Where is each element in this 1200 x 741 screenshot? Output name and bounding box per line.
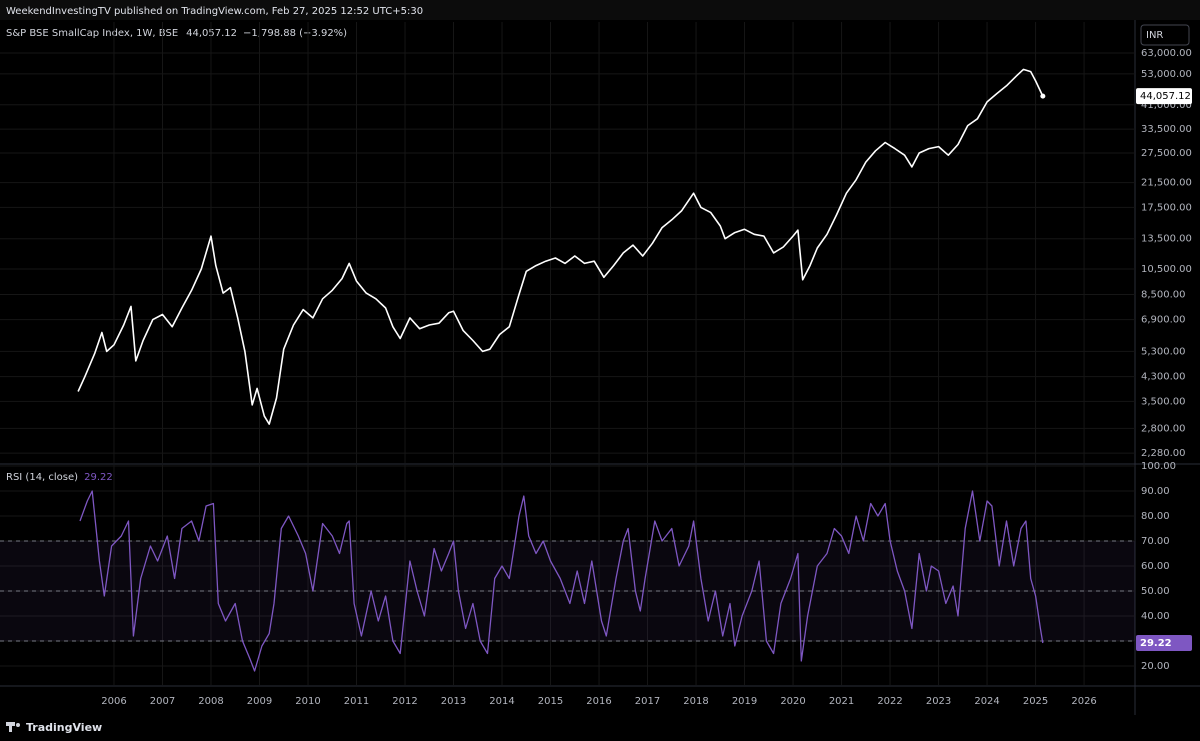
series-line bbox=[79, 490, 1044, 672]
x-tick-label: 2011 bbox=[344, 696, 369, 707]
y-tick-label: 13,500.00 bbox=[1141, 234, 1192, 245]
y-tick-label: 53,000.00 bbox=[1141, 69, 1192, 80]
y-tick-label: 40.00 bbox=[1141, 611, 1170, 622]
y-tick-label: 2,800.00 bbox=[1141, 423, 1186, 434]
x-tick-label: 2013 bbox=[441, 696, 466, 707]
x-tick-label: 2012 bbox=[392, 696, 417, 707]
brand: TradingView bbox=[26, 721, 102, 734]
footer-logo: TradingView bbox=[6, 721, 102, 734]
x-tick-label: 2015 bbox=[538, 696, 563, 707]
y-tick-label: 41,000.00 bbox=[1141, 100, 1192, 111]
y-tick-label: 33,500.00 bbox=[1141, 124, 1192, 135]
y-tick-label: 70.00 bbox=[1141, 536, 1170, 547]
y-tick-label: 10,500.00 bbox=[1141, 264, 1192, 275]
x-tick-label: 2008 bbox=[198, 696, 223, 707]
x-tick-label: 2023 bbox=[926, 696, 951, 707]
y-tick-label: 80.00 bbox=[1141, 511, 1170, 522]
x-tick-label: 2010 bbox=[295, 696, 320, 707]
y-tick-label: 2,280.00 bbox=[1141, 448, 1186, 459]
x-tick-label: 2020 bbox=[780, 696, 805, 707]
rsi-badge-label: 29.22 bbox=[1140, 638, 1172, 649]
x-tick-label: 2017 bbox=[635, 696, 660, 707]
y-tick-label: 6,900.00 bbox=[1141, 315, 1186, 326]
legend: S&P BSE SmallCap Index, 1W, BSE 44,057.1… bbox=[6, 28, 347, 483]
x-tick-label: 2006 bbox=[101, 696, 126, 707]
y-tick-label: 90.00 bbox=[1141, 486, 1170, 497]
y-tick-label: 5,300.00 bbox=[1141, 346, 1186, 357]
x-tick-label: 2007 bbox=[150, 696, 175, 707]
price-title: S&P BSE SmallCap Index, 1W, BSE bbox=[6, 28, 178, 39]
last-price: 44,057.12 bbox=[186, 28, 237, 39]
logo-shape bbox=[16, 723, 20, 727]
price-change: −1,798.88 (−3.92%) bbox=[243, 28, 347, 39]
last-price-badge bbox=[1136, 88, 1192, 105]
y-tick-label: 3,500.00 bbox=[1141, 396, 1186, 407]
y-tick-label: 20.00 bbox=[1141, 661, 1170, 672]
x-tick-label: 2018 bbox=[683, 696, 708, 707]
currency: INR bbox=[1146, 30, 1163, 41]
x-tick-label: 2014 bbox=[489, 696, 514, 707]
y-tick-label: 100.00 bbox=[1141, 461, 1176, 472]
rsi-title: RSI (14, close) bbox=[6, 472, 78, 483]
y-tick-label: 8,500.00 bbox=[1141, 289, 1186, 300]
rsi-badge bbox=[1136, 634, 1192, 651]
y-tick-label: 4,300.00 bbox=[1141, 372, 1186, 383]
currency-box[interactable] bbox=[1140, 24, 1190, 46]
y-tick-label: 17,500.00 bbox=[1141, 202, 1192, 213]
x-tick-label: 2025 bbox=[1023, 696, 1048, 707]
x-tick-label: 2026 bbox=[1071, 696, 1096, 707]
y-tick-label: 60.00 bbox=[1141, 561, 1170, 572]
publisher-bar bbox=[0, 0, 1200, 20]
y-tick-label: 50.00 bbox=[1141, 586, 1170, 597]
y-tick-label: 21,500.00 bbox=[1141, 178, 1192, 189]
x-tick-label: 2022 bbox=[877, 696, 902, 707]
y-tick-label: 27,500.00 bbox=[1141, 148, 1192, 159]
last-price-badge-label: 44,057.12 bbox=[1140, 91, 1191, 102]
logo-shape bbox=[9, 722, 12, 732]
y-tick-label: 63,000.00 bbox=[1141, 48, 1192, 59]
rsi-last: 29.22 bbox=[84, 472, 113, 483]
x-tick-label: 2009 bbox=[247, 696, 272, 707]
grid bbox=[0, 22, 1135, 685]
publisher: WeekendInvestingTV published on TradingV… bbox=[6, 6, 423, 17]
x-tick-label: 2016 bbox=[586, 696, 611, 707]
x-tick-label: 2019 bbox=[732, 696, 757, 707]
x-tick-label: 2024 bbox=[974, 696, 999, 707]
last-point bbox=[1040, 93, 1046, 99]
series-line bbox=[77, 68, 1044, 425]
x-tick-label: 2021 bbox=[829, 696, 854, 707]
